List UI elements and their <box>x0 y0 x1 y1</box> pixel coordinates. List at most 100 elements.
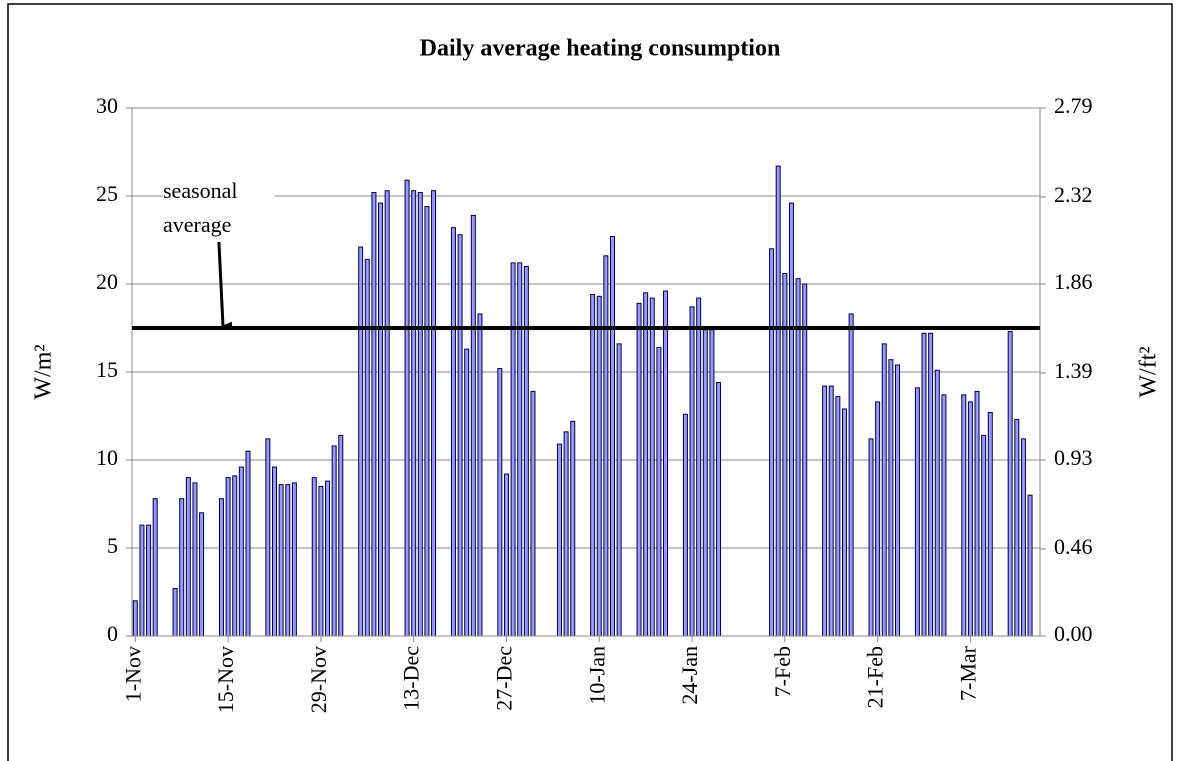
y2-tick-label: 1.86 <box>1054 269 1093 294</box>
y2-axis-label: W/ft² <box>1136 346 1162 397</box>
bar <box>371 191 377 637</box>
bar <box>888 359 894 637</box>
bar <box>218 498 224 637</box>
bar <box>450 227 456 637</box>
bar <box>378 202 384 637</box>
y-tick-label: 5 <box>107 533 118 558</box>
bar <box>517 262 523 637</box>
bar <box>603 255 609 637</box>
bar <box>841 408 847 637</box>
chart-title: Daily average heating consumption <box>420 36 781 62</box>
bar <box>132 600 138 637</box>
y2-tick-label: 0.46 <box>1054 534 1093 559</box>
bar <box>477 313 483 637</box>
x-tick-label: 7-Mar <box>955 645 980 701</box>
bar <box>172 587 178 637</box>
bar <box>192 482 198 637</box>
bar <box>682 413 688 637</box>
x-tick-label: 10-Jan <box>584 646 609 705</box>
bar <box>616 343 622 637</box>
y2-tick-label: 1.39 <box>1054 358 1093 383</box>
bar <box>497 367 503 637</box>
bar <box>311 477 317 637</box>
bar <box>1020 438 1026 637</box>
bar <box>696 297 702 637</box>
bar <box>146 524 152 637</box>
bar <box>610 235 616 637</box>
bar <box>424 206 430 637</box>
bar <box>596 295 602 637</box>
y2-tick-label: 0.93 <box>1054 445 1093 470</box>
bar <box>338 434 344 637</box>
bar <box>1007 331 1013 637</box>
bar <box>384 190 390 637</box>
annotation: seasonal average <box>163 174 275 242</box>
bar <box>590 294 596 637</box>
bar <box>709 329 715 637</box>
bar <box>358 246 364 637</box>
bar <box>185 477 191 637</box>
x-tick-label: 15-Nov <box>213 646 238 713</box>
bar <box>199 512 205 637</box>
bar <box>636 302 642 637</box>
y-tick-label: 10 <box>96 445 118 470</box>
bar <box>868 438 874 637</box>
bar <box>649 297 655 637</box>
bar <box>364 258 370 637</box>
x-tick-label: 13-Dec <box>399 646 424 711</box>
bar <box>981 434 987 637</box>
bar <box>225 477 231 637</box>
bar <box>835 396 841 637</box>
bar <box>802 283 808 637</box>
bar <box>656 346 662 637</box>
bar <box>411 190 417 637</box>
x-tick-label: 29-Nov <box>306 646 331 713</box>
x-tick-label: 27-Dec <box>492 646 517 711</box>
bar <box>265 438 271 637</box>
bar <box>822 385 828 637</box>
bar <box>563 431 569 637</box>
bar <box>285 484 291 637</box>
bar <box>921 332 927 637</box>
bar <box>941 394 947 637</box>
bar <box>881 343 887 637</box>
y-tick-label: 30 <box>96 93 118 118</box>
bar <box>769 248 775 637</box>
bar <box>325 480 331 637</box>
y-axis-label: W/m² <box>31 344 57 399</box>
bar <box>775 165 781 637</box>
bar <box>139 524 145 637</box>
x-tick-label: 7-Feb <box>770 646 795 697</box>
bar <box>974 390 980 637</box>
y2-tick-label: 2.32 <box>1054 182 1093 207</box>
bar <box>464 348 470 637</box>
bar <box>431 190 437 637</box>
bar <box>934 369 940 637</box>
bar <box>848 313 854 637</box>
bar <box>895 364 901 637</box>
bar <box>271 466 277 637</box>
bar <box>987 411 993 637</box>
bar <box>245 450 251 637</box>
bar <box>795 278 801 637</box>
x-tick-label: 21-Feb <box>863 646 888 708</box>
bar <box>875 401 881 637</box>
bar <box>663 290 669 637</box>
bar <box>404 179 410 637</box>
bar <box>556 443 562 637</box>
y-tick-label: 25 <box>96 181 118 206</box>
bar <box>828 385 834 637</box>
bar <box>523 265 529 637</box>
bar <box>457 234 463 637</box>
bar <box>179 498 185 637</box>
bar <box>702 329 708 637</box>
y2-tick-label: 0.00 <box>1054 621 1093 646</box>
bar <box>530 390 536 637</box>
bar <box>232 475 238 637</box>
y-tick-label: 20 <box>96 269 118 294</box>
bar <box>928 332 934 637</box>
bar <box>914 387 920 637</box>
bar <box>291 482 297 637</box>
bar <box>643 292 649 637</box>
